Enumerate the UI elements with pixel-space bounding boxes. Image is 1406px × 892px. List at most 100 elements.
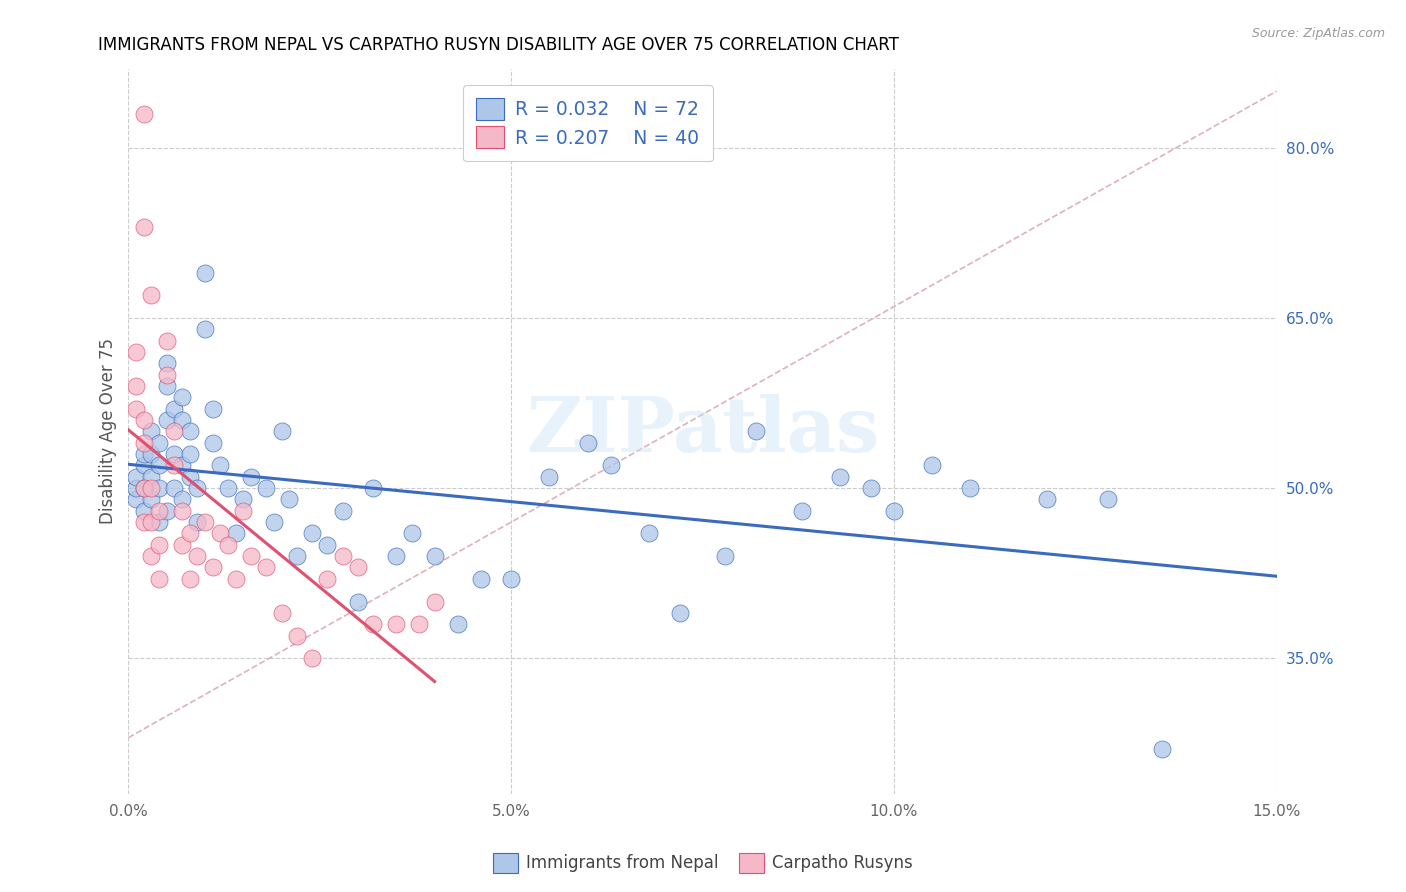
Point [148,458,170,473]
Point [148,572,170,586]
Point [347,594,370,608]
Point [163,447,186,461]
Point [163,401,186,416]
Text: IMMIGRANTS FROM NEPAL VS CARPATHO RUSYN DISABILITY AGE OVER 75 CORRELATION CHART: IMMIGRANTS FROM NEPAL VS CARPATHO RUSYN … [98,36,900,54]
Point [239,549,262,563]
Point [385,617,408,632]
Point [156,334,179,348]
Point [179,447,201,461]
Point [501,572,523,586]
Point [194,266,217,280]
Point [125,469,148,483]
Point [132,435,155,450]
Point [278,492,301,507]
Point [316,572,339,586]
Point [156,504,179,518]
Point [132,504,155,518]
Point [148,538,170,552]
Point [423,594,446,608]
Point [141,549,163,563]
Point [1097,492,1119,507]
Point [285,628,308,642]
Point [316,538,339,552]
Point [125,345,148,359]
Point [156,379,179,393]
Point [141,469,163,483]
Point [125,401,148,416]
Point [132,458,155,473]
Point [163,425,186,439]
Point [201,560,224,574]
Point [132,413,155,427]
Point [179,469,201,483]
Point [170,458,193,473]
Point [209,526,232,541]
Text: Source: ZipAtlas.com: Source: ZipAtlas.com [1251,27,1385,40]
Point [148,515,170,529]
Point [194,322,217,336]
Y-axis label: Disability Age Over 75: Disability Age Over 75 [100,338,117,524]
Point [156,413,179,427]
Point [301,526,323,541]
Point [285,549,308,563]
Point [576,435,599,450]
Point [186,481,208,495]
Point [125,492,148,507]
Point [132,220,155,235]
Point [239,469,262,483]
Point [470,572,492,586]
Point [668,606,690,620]
Point [363,481,385,495]
Point [254,481,277,495]
Point [201,401,224,416]
Point [179,526,201,541]
Point [132,481,155,495]
Point [232,492,254,507]
Point [132,481,155,495]
Point [538,469,561,483]
Point [332,504,354,518]
Point [859,481,882,495]
Point [232,504,254,518]
Point [638,526,661,541]
Point [141,447,163,461]
Point [132,447,155,461]
Point [156,356,179,370]
Point [599,458,621,473]
Point [1150,742,1173,756]
Point [170,538,193,552]
Point [790,504,813,518]
Point [225,572,247,586]
Point [745,425,768,439]
Point [132,107,155,121]
Point [141,515,163,529]
Point [401,526,423,541]
Point [217,538,239,552]
Point [170,492,193,507]
Point [141,425,163,439]
Point [201,435,224,450]
Text: ZIPatlas: ZIPatlas [526,394,879,468]
Legend: R = 0.032    N = 72, R = 0.207    N = 40: R = 0.032 N = 72, R = 0.207 N = 40 [463,85,713,161]
Point [883,504,905,518]
Point [209,458,232,473]
Point [423,549,446,563]
Point [263,515,285,529]
Point [141,492,163,507]
Point [225,526,247,541]
Point [148,504,170,518]
Legend: Immigrants from Nepal, Carpatho Rusyns: Immigrants from Nepal, Carpatho Rusyns [486,847,920,880]
Point [270,606,292,620]
Point [170,413,193,427]
Point [186,515,208,529]
Point [714,549,737,563]
Point [385,549,408,563]
Point [446,617,468,632]
Point [332,549,354,563]
Point [132,515,155,529]
Point [408,617,430,632]
Point [186,549,208,563]
Point [170,391,193,405]
Point [156,368,179,382]
Point [141,481,163,495]
